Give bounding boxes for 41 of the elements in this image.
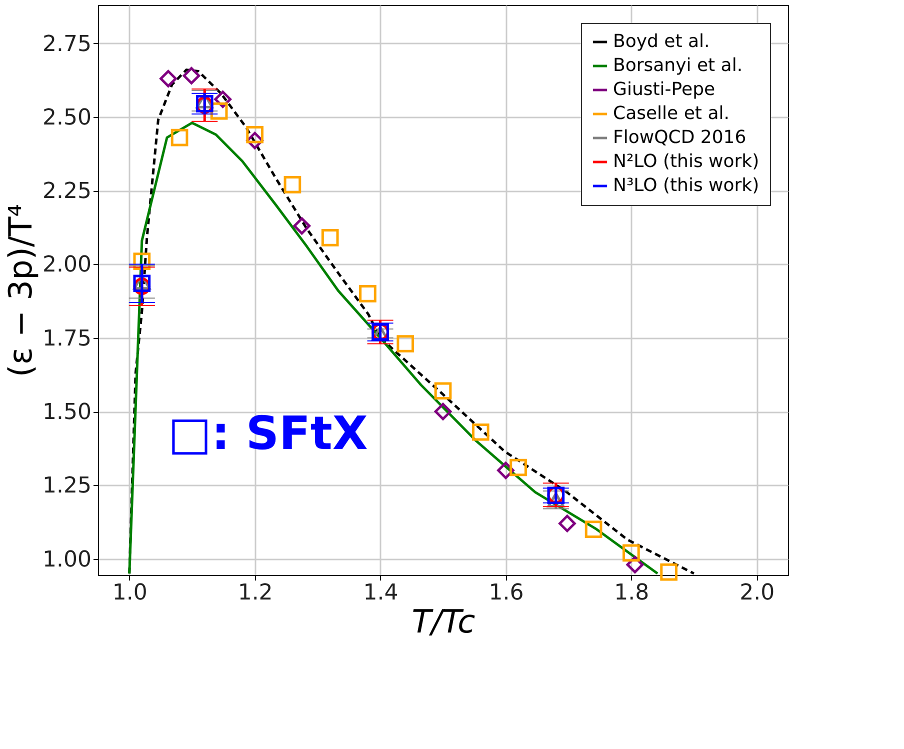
y-tick-label: 1.50 <box>42 400 92 426</box>
x-tick-label: 1.4 <box>363 580 398 606</box>
point <box>584 520 602 538</box>
legend-label: FlowQCD 2016 <box>613 127 746 148</box>
y-tick-label: 2.00 <box>42 252 92 278</box>
point <box>359 285 376 302</box>
point <box>510 458 527 476</box>
point <box>396 335 414 352</box>
legend-label: Boyd et al. <box>613 31 710 52</box>
x-tick-label: 1.2 <box>238 580 273 606</box>
point <box>622 544 640 562</box>
y-axis-title: (ε − 3p)/T⁴ <box>2 204 40 378</box>
point <box>472 423 490 441</box>
x-tick-label: 1.0 <box>112 580 148 606</box>
legend-label: N²LO (this work) <box>613 151 760 172</box>
point <box>434 402 452 420</box>
point <box>558 514 576 532</box>
y-tick-label: 2.25 <box>42 179 92 204</box>
point <box>160 70 177 88</box>
legend-label: Caselle et al. <box>613 103 730 124</box>
legend-label: Borsanyi et al. <box>613 55 743 76</box>
y-tick-label: 2.50 <box>42 105 92 130</box>
point <box>246 126 264 144</box>
y-tick-label: 1.25 <box>42 474 92 499</box>
point <box>293 217 311 235</box>
point <box>284 176 302 194</box>
point <box>660 563 678 581</box>
legend-label: Giusti-Pepe <box>613 79 716 100</box>
legend-label: N³LO (this work) <box>613 175 760 196</box>
point <box>321 229 339 246</box>
x-tick-label: 1.8 <box>614 580 650 606</box>
x-axis-title: T/Tc <box>412 602 476 640</box>
y-tick-label: 1.75 <box>42 326 92 352</box>
point <box>434 382 452 400</box>
x-tick-label: 2.0 <box>740 580 775 606</box>
y-tick-label: 1.00 <box>42 547 92 572</box>
x-tick-label: 1.6 <box>488 580 524 606</box>
annotation: □: SFtX <box>168 406 368 460</box>
point <box>170 128 188 146</box>
y-tick-label: 2.75 <box>42 32 92 57</box>
point <box>182 67 200 84</box>
